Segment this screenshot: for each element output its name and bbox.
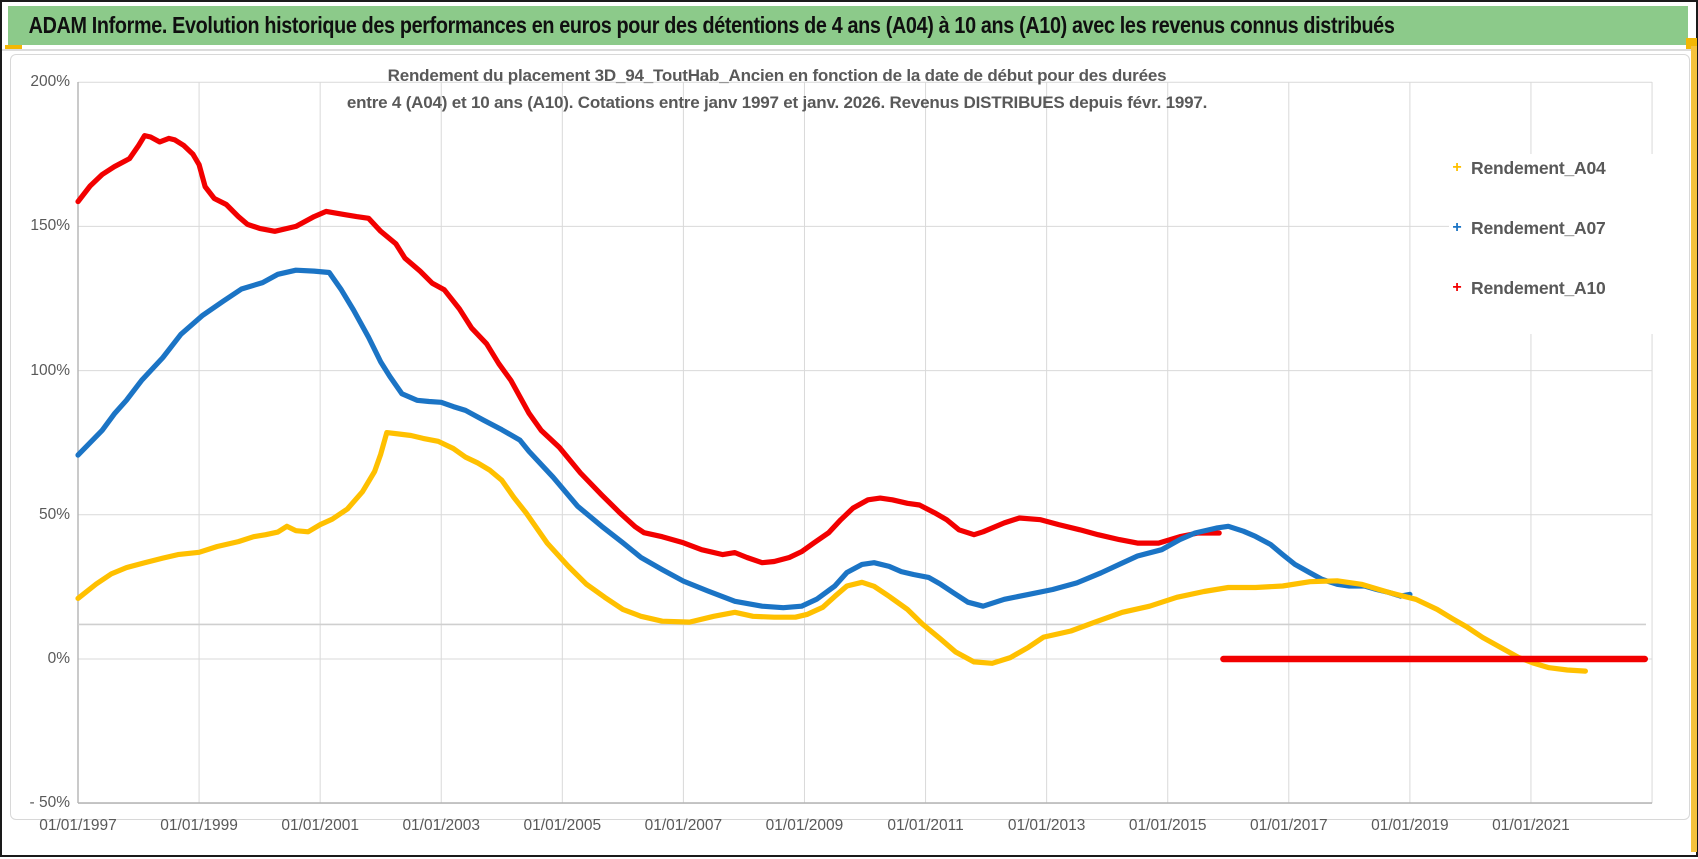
plus-marker-icon: +: [1452, 159, 1462, 176]
chart-title-line2: entre 4 (A04) et 10 ans (A10). Cotations…: [346, 93, 1208, 112]
header-title: ADAM Informe. Evolution historique des p…: [28, 12, 1395, 38]
x-axis-label: 01/01/2009: [765, 817, 844, 834]
x-axis-label: 01/01/2019: [1371, 817, 1449, 834]
x-axis-label: 01/01/1999: [160, 817, 238, 834]
y-axis-label: 0%: [47, 650, 70, 667]
x-axis-label: 01/01/2013: [1007, 817, 1086, 834]
legend-label: Rendement_A10: [1471, 277, 1606, 298]
header-bar: ADAM Informe. Evolution historique des p…: [8, 6, 1688, 45]
legend-label: Rendement_A04: [1471, 157, 1606, 178]
y-axis-label: 100%: [30, 361, 70, 379]
header-divider: [2, 49, 1691, 51]
gold-accent-corner: [1686, 38, 1697, 50]
chart-legend: + Rendement_A04 + Rendement_A07 + Rendem…: [1449, 154, 1664, 334]
chart-title: Rendement du placement 3D_94_ToutHab_Anc…: [172, 62, 1382, 116]
y-axis-label: 50%: [38, 505, 70, 523]
chart-title-line1: Rendement du placement 3D_94_ToutHab_Anc…: [387, 66, 1167, 85]
x-axis-label: 01/01/2017: [1250, 817, 1328, 834]
x-axis-label: 01/01/2015: [1128, 817, 1207, 834]
legend-label: Rendement_A07: [1471, 217, 1606, 238]
plus-marker-icon: +: [1452, 279, 1462, 296]
x-axis-label: 01/01/2005: [523, 817, 602, 834]
legend-item-rendement-a10[interactable]: + Rendement_A10: [1449, 274, 1664, 302]
x-axis-label: 01/01/2001: [281, 817, 359, 834]
y-axis-label: - 50%: [29, 794, 71, 812]
x-axis-label: 01/01/2021: [1492, 817, 1570, 834]
legend-item-rendement-a04[interactable]: + Rendement_A04: [1449, 154, 1664, 182]
x-axis-label: 01/01/2011: [887, 817, 964, 834]
gold-accent-dash: [5, 45, 22, 50]
x-axis-label: 01/01/2003: [402, 817, 481, 834]
legend-item-rendement-a07[interactable]: + Rendement_A07: [1449, 214, 1664, 242]
y-axis-label: 150%: [30, 217, 70, 235]
y-axis-label: 200%: [30, 73, 70, 91]
x-axis-label: 01/01/2007: [644, 817, 723, 834]
plus-marker-icon: +: [1452, 219, 1462, 236]
x-axis-label: 01/01/1997: [39, 817, 117, 834]
gold-accent-right-strip: [1691, 46, 1697, 852]
